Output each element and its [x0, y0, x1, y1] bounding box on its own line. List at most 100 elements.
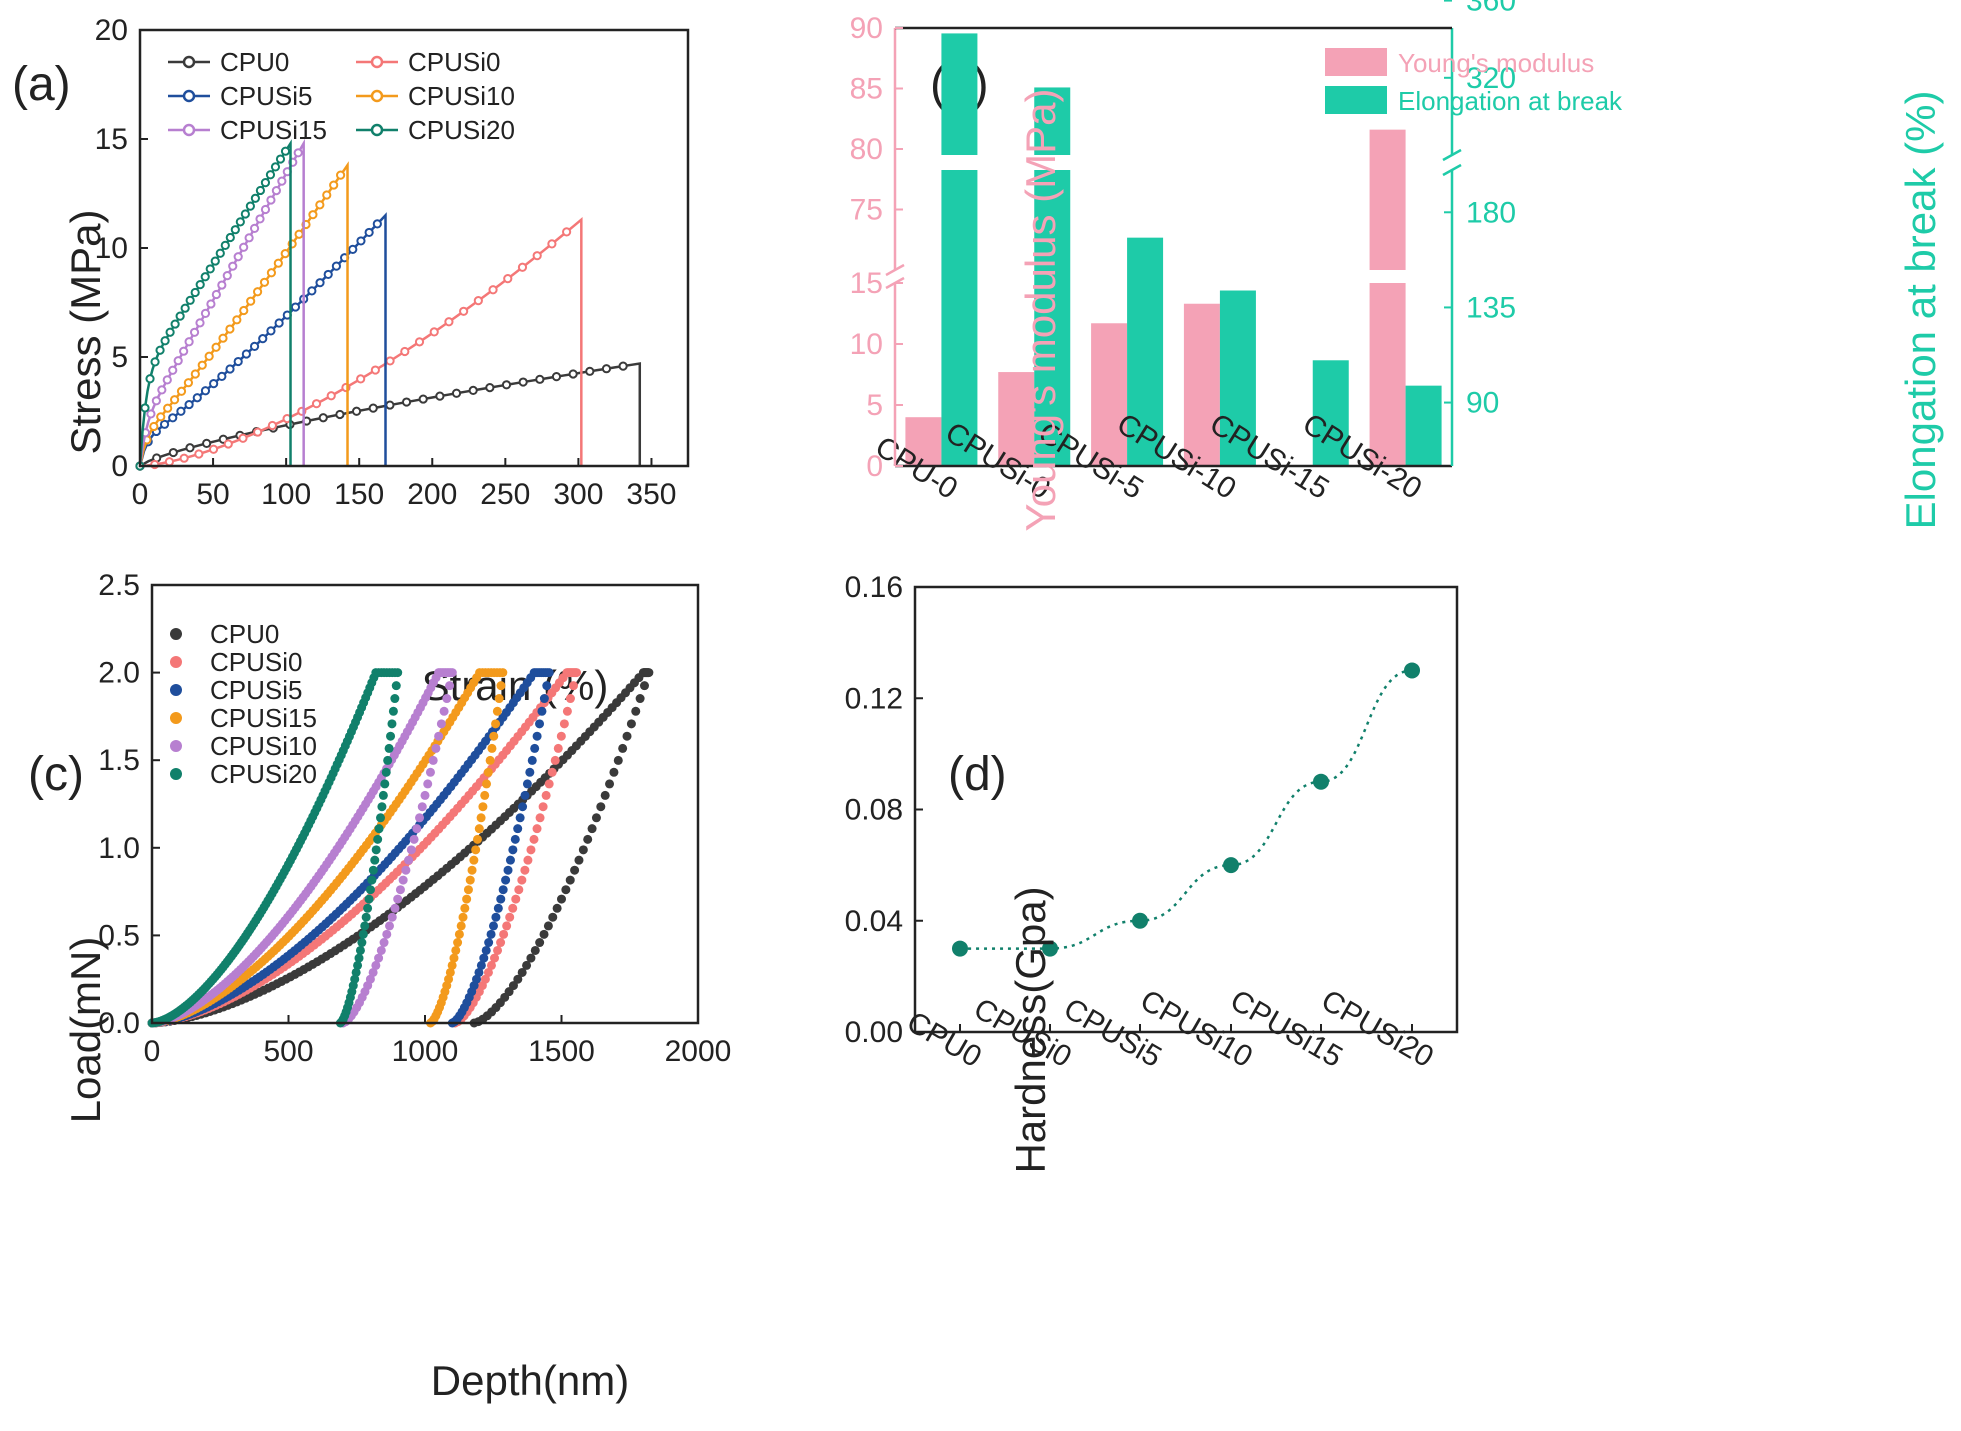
data-point-CPUSi15 [485, 755, 495, 765]
curve-marker-CPUSi5 [233, 356, 243, 367]
data-point-CPUSi5 [481, 945, 491, 955]
panel-d-frame [913, 585, 1459, 1034]
data-point-CPUSi15 [449, 953, 459, 963]
panel-b-left-tick-label: 90 [850, 12, 883, 45]
data-point-CPUSi10 [434, 731, 444, 741]
curve-marker-CPUSi5 [209, 379, 219, 389]
curve-marker-CPUSi0 [194, 449, 204, 459]
data-point-CPUSi20 [354, 953, 364, 963]
panel-b-left-axis-label: Young's modulus (MPa) [1017, 88, 1064, 531]
data-point-CPUSi20 [351, 967, 361, 977]
panel-d-hardness-chart: (d) 0.000.040.080.120.16CPU0CPUSi0CPUSi5… [845, 571, 1459, 1174]
curve-marker-CPUSi15 [195, 318, 205, 328]
data-point-CPU0 [561, 885, 571, 895]
curve-marker-CPUSi10 [273, 258, 283, 268]
panel-d-y-axis-label: Hardness(Gpa) [1007, 886, 1054, 1173]
data-point-CPUSi20 [388, 706, 398, 716]
data-point-CPUSi10 [398, 875, 408, 885]
data-point-CPUSi10 [428, 755, 438, 765]
data-point-CPU0 [587, 824, 597, 834]
curve-marker-CPUSi20 [145, 374, 155, 384]
legend-label-CPUSi0: CPUSi0 [408, 47, 500, 77]
data-point-CPUSi20 [353, 960, 363, 970]
data-point-CPUSi5 [537, 706, 547, 716]
panel-b-left-tick-label: 85 [850, 73, 883, 106]
curve-marker-CPUSi15 [255, 214, 265, 224]
data-point-CPUSi5 [476, 960, 486, 970]
curve-marker-CPUSi20 [205, 264, 215, 274]
data-point-CPU0 [600, 790, 610, 800]
curve-marker-CPU0 [401, 397, 412, 407]
data-point-CPUSi5 [535, 719, 545, 729]
data-point-CPUSi0 [499, 929, 509, 939]
curve-marker-CPUSi10 [225, 324, 235, 334]
panel-b-left-tick-label: 15 [850, 267, 883, 300]
curve-marker-CPUSi5 [315, 278, 325, 288]
data-point-CPU0 [644, 668, 654, 678]
data-point-CPUSi10 [401, 865, 411, 875]
panel-b-right-axis-label: Elongation at break (%) [1897, 91, 1944, 530]
panel-b-right-break-mark [1442, 148, 1462, 162]
data-point-CPUSi5 [518, 802, 528, 812]
curve-marker-CPUSi5 [184, 399, 194, 410]
data-point-CPUSi5 [532, 731, 542, 741]
data-point-CPUSi0 [541, 790, 551, 800]
data-point-CPUSi15 [460, 903, 470, 913]
data-point-CPUSi10 [445, 681, 455, 691]
data-point-CPU0 [574, 855, 584, 865]
legend-marker-CPUSi20 [370, 123, 384, 137]
data-point-CPUSi10 [404, 855, 414, 865]
curve-marker-CPUSi15 [179, 346, 189, 356]
curve-marker-CPUSi15 [222, 271, 232, 281]
curve-marker-CPU0 [202, 438, 212, 448]
legend-label-CPUSi0: CPUSi0 [210, 647, 302, 677]
legend-swatch-0 [1325, 48, 1387, 76]
bar-elongation-CPUSi-20 [1405, 385, 1442, 466]
curve-marker-CPUSi10 [239, 305, 249, 316]
curve-marker-CPUSi5 [159, 419, 170, 429]
load-depth-series-CPU0 [147, 668, 654, 1028]
bar-elongation-CPU-0 [941, 33, 978, 466]
data-point-CPUSi20 [355, 945, 365, 955]
curve-marker-CPUSi20 [275, 154, 286, 164]
panel-b-left-tick-label: 5 [866, 389, 883, 422]
data-point-CPUSi20 [367, 875, 377, 885]
legend-marker-CPUSi10 [370, 89, 384, 103]
curve-marker-CPUSi20 [230, 225, 240, 235]
curve-marker-CPUSi20 [225, 232, 235, 243]
data-point-CPUSi5 [515, 813, 525, 823]
stress-strain-series-CPUSi0 [135, 216, 583, 471]
data-point-CPUSi20 [390, 694, 400, 704]
curve-marker-CPUSi20 [270, 162, 281, 172]
data-point-CPUSi0 [553, 743, 563, 753]
data-point-CPUSi5 [484, 938, 494, 948]
panel-c-x-tick-label: 500 [263, 1035, 313, 1068]
curve-marker-CPUSi5 [217, 371, 227, 381]
legend-marker-CPUSi10 [170, 740, 182, 752]
curve-marker-CPUSi10 [266, 268, 277, 278]
panel-c-y-tick-label: 1.5 [98, 744, 140, 777]
panel-b-right-tick-label: 180 [1466, 196, 1516, 229]
panel-a-x-tick-label: 0 [132, 478, 149, 511]
curve-marker-CPUSi20 [200, 272, 210, 282]
data-point-CPUSi0 [572, 668, 582, 678]
data-point-CPU0 [639, 681, 649, 691]
panel-c-y-tick-label: 2.5 [98, 569, 140, 602]
data-point-CPUSi15 [478, 802, 488, 812]
data-point-CPUSi15 [447, 960, 457, 970]
curve-marker-CPUSi20 [245, 201, 255, 211]
data-point-CPUSi0 [493, 945, 503, 955]
bar-elongation-CPUSi-15 [1312, 360, 1349, 466]
data-point-CPUSi10 [415, 813, 425, 823]
curve-marker-CPUSi0 [488, 285, 498, 295]
data-point-CPU0 [543, 921, 553, 931]
data-point-CPUSi15 [469, 855, 479, 865]
data-point-CPUSi10 [371, 960, 381, 970]
curve-marker-CPUSi0 [238, 433, 248, 443]
data-point-CPU0 [626, 719, 636, 729]
data-point-CPUSi20 [374, 824, 384, 834]
panel-d-y-tick-label: 0.08 [845, 794, 903, 827]
data-point-CPUSi15 [451, 945, 461, 955]
curve-marker-CPUSi20 [240, 209, 250, 219]
data-point-CPUSi0 [502, 921, 512, 931]
